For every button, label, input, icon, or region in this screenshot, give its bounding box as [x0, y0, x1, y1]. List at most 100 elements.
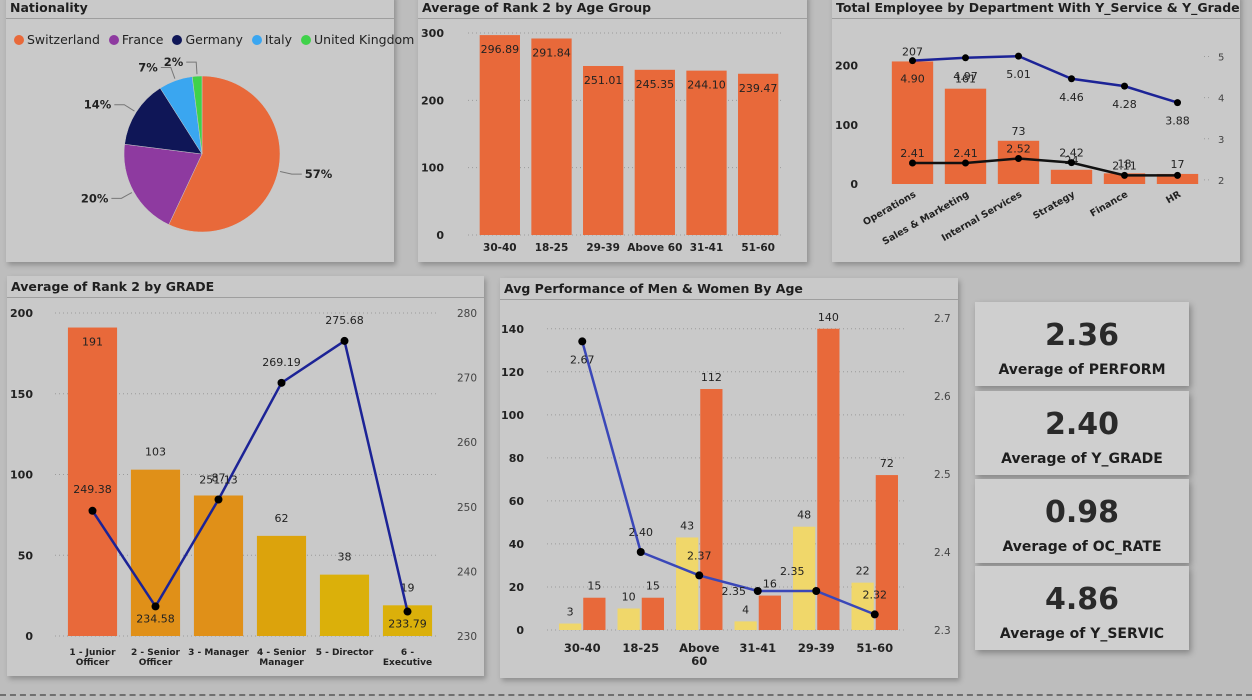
y-tick-label: 200: [10, 307, 33, 320]
bar: [634, 69, 675, 235]
bar: [793, 526, 816, 630]
x-tick-label: Strategy: [1031, 189, 1077, 222]
data-label: 4: [742, 603, 749, 616]
bar: [559, 623, 582, 630]
legend-item[interactable]: Switzerland: [14, 32, 100, 47]
data-label: 191: [82, 336, 103, 349]
bar: [734, 621, 757, 630]
chart-title: Avg Performance of Men & Women By Age: [504, 281, 803, 296]
chart-title: Average of Rank 2 by Age Group: [422, 0, 652, 15]
line-data-label: 2.67: [570, 353, 595, 366]
data-label: 10: [622, 590, 636, 603]
legend-label: Switzerland: [27, 32, 100, 47]
line-data-label: 2.41: [953, 147, 978, 160]
series-point: [214, 495, 223, 504]
series-point: [909, 159, 916, 167]
x-tick-label: 1 - Junior: [69, 648, 116, 658]
pie-slice: [124, 87, 203, 155]
line-data-label: 2.11: [1112, 159, 1137, 172]
y2-tick-label: 2: [1218, 176, 1224, 187]
line-data-label: 251.13: [199, 474, 238, 487]
divider: [418, 18, 807, 19]
data-label: 140: [818, 311, 839, 324]
x-tick-label: 29-39: [586, 242, 620, 254]
page-divider: [0, 694, 1252, 696]
x-tick-label: 18-25: [535, 242, 569, 254]
x-tick-label: 31-41: [739, 641, 776, 655]
kpi-value: 2.40: [1044, 407, 1120, 442]
series-point: [753, 587, 762, 595]
legend-item[interactable]: United Kingdom: [301, 32, 414, 47]
bar: [817, 328, 840, 630]
series-point: [962, 54, 969, 62]
bar: [319, 574, 370, 636]
legend-label: France: [121, 32, 164, 47]
series-point: [870, 610, 879, 619]
line-data-label: 4.90: [900, 73, 925, 86]
y2-tick-label: 2.5: [934, 469, 951, 481]
bar: [641, 597, 664, 630]
data-label: 72: [880, 457, 894, 470]
pie-slice: [123, 143, 203, 225]
line-data-label: 4.97: [953, 70, 978, 83]
series-point: [695, 571, 704, 580]
y2-tick-label: 250: [457, 502, 477, 514]
series-point: [88, 506, 97, 515]
data-label: 296.89: [481, 43, 519, 56]
line-data-label: 4.28: [1112, 98, 1137, 111]
series-point: [1068, 75, 1075, 83]
line-data-label: 234.58: [136, 612, 175, 625]
line-data-label: 2.35: [780, 565, 805, 578]
bar: [686, 70, 727, 235]
leader-line: [114, 104, 135, 112]
line-data-label: 2.52: [1006, 143, 1031, 156]
y-tick-label: 0: [516, 624, 524, 637]
x-tick-label: Above: [679, 641, 720, 655]
bar: [875, 475, 898, 630]
series-point: [1015, 52, 1022, 60]
y-tick-label: 150: [10, 388, 33, 401]
data-label: 87: [212, 471, 226, 484]
chart-title: Average of Rank 2 by GRADE: [11, 279, 215, 294]
kpi-value: 0.98: [1044, 495, 1120, 530]
bar: [700, 389, 723, 630]
divider: [500, 299, 958, 300]
data-label: 244.10: [687, 79, 726, 92]
data-label: 161: [955, 73, 976, 86]
y2-tick-label: 3: [1218, 135, 1224, 146]
bar: [617, 608, 640, 630]
legend-item[interactable]: Italy: [251, 32, 292, 47]
slice-label: 7%: [138, 60, 158, 74]
x-tick-label: 29-39: [798, 641, 835, 655]
y-tick-label: 100: [835, 119, 858, 132]
line-data-label: 4.46: [1059, 91, 1084, 104]
x-tick-label: 3 - Manager: [188, 648, 249, 658]
y-tick-label: 0: [436, 229, 444, 242]
series-line: [912, 157, 1178, 177]
line-data-label: 2.40: [629, 526, 654, 539]
y-tick-label: 200: [835, 60, 858, 73]
data-label: 239.47: [739, 82, 778, 95]
bar: [67, 327, 118, 636]
bar: [944, 88, 987, 184]
y2-tick-label: 230: [457, 631, 477, 643]
leader-line: [186, 61, 198, 75]
bar: [531, 38, 572, 235]
performance-card: Avg Performance of Men & Women By Age 0 2…: [500, 278, 958, 678]
slice-label: 2%: [164, 55, 184, 69]
y2-tick-label: 260: [457, 437, 477, 449]
series-point: [340, 336, 349, 345]
data-label: 291.84: [532, 46, 571, 59]
bar: [479, 35, 520, 235]
y-tick-label: 0: [850, 178, 858, 191]
line-data-label: 3.88: [1165, 115, 1190, 128]
legend-item[interactable]: France: [108, 32, 164, 47]
legend-item[interactable]: Germany: [172, 32, 243, 47]
x-tick-label: 2 - Senior: [131, 648, 181, 658]
y2-tick-label: 4: [1218, 94, 1224, 105]
bar: [193, 495, 244, 636]
leader-line: [160, 66, 176, 79]
data-label: 73: [1012, 125, 1026, 138]
x-tick-label: 31-41: [690, 242, 724, 254]
x-tick-label: Officer: [76, 658, 110, 668]
